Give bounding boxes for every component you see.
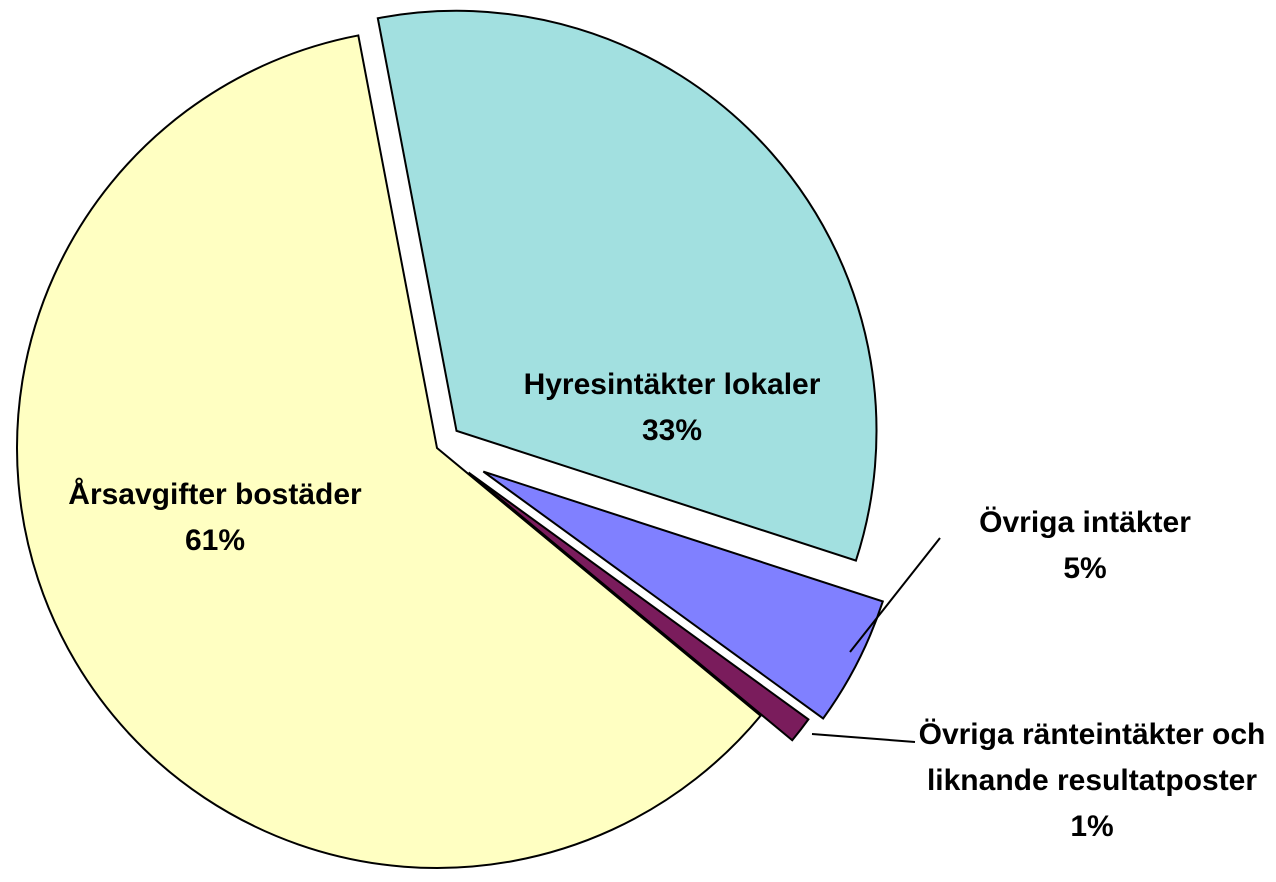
value-label: 61%: [184, 524, 246, 557]
leader-line: [811, 733, 916, 743]
value-label: 5%: [1063, 552, 1107, 585]
slice-label: Hyresintäkter lokaler 33%: [462, 362, 882, 454]
pie-slice: [482, 470, 885, 720]
value-label: 33%: [641, 414, 703, 447]
slice-label: Årsavgifter bostäder 61%: [15, 472, 415, 564]
slice-label: Övriga ränteintäkter och liknande result…: [912, 712, 1272, 850]
category-label: Årsavgifter bostäder: [68, 478, 362, 511]
leader-line: [849, 537, 941, 653]
value-label: 1%: [1070, 810, 1114, 843]
pie-slice: [16, 34, 763, 869]
category-label: Övriga ränteintäkter och liknande result…: [918, 718, 1266, 797]
slice-label: Övriga intäkter 5%: [935, 500, 1235, 592]
category-label: Hyresintäkter lokaler: [523, 368, 821, 401]
pie-slice: [467, 471, 810, 742]
category-label: Övriga intäkter: [979, 506, 1191, 539]
pie-slice: [376, 9, 878, 562]
